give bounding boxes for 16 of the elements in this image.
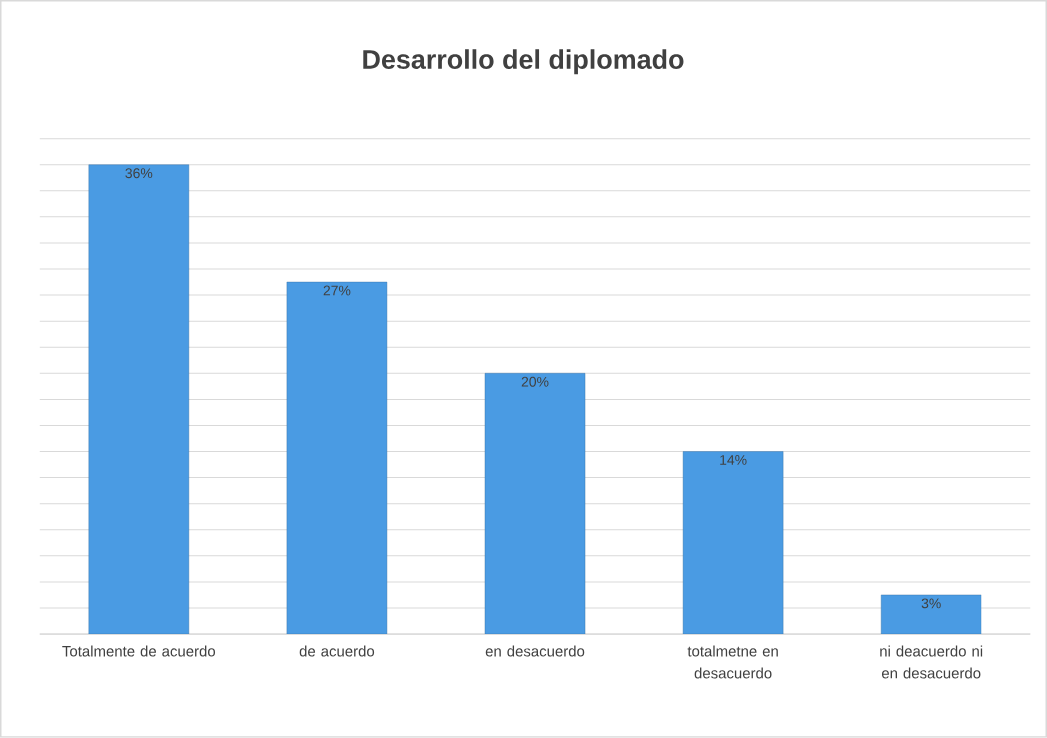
- x-tick-label: Totalmente de acuerdo: [62, 645, 216, 657]
- data-label: 36%: [125, 168, 153, 179]
- bar: [880, 594, 982, 635]
- bar: [88, 164, 190, 635]
- bar: [682, 451, 784, 635]
- x-tick-label: de acuerdo: [299, 645, 375, 657]
- x-tick-label: en desacuerdo: [485, 645, 585, 657]
- data-label: 20%: [521, 376, 549, 387]
- data-label: 14%: [720, 455, 747, 465]
- data-label: 3%: [921, 598, 941, 609]
- chart-title: Desarrollo del diplomado: [363, 49, 684, 75]
- bar: [286, 281, 388, 635]
- data-label: 27%: [323, 285, 351, 296]
- bar: [484, 373, 586, 635]
- x-tick-label: ni deacuerdo ni en desacuerdo: [880, 645, 983, 679]
- x-tick-label: totalmetne en desacuerdo: [687, 645, 778, 679]
